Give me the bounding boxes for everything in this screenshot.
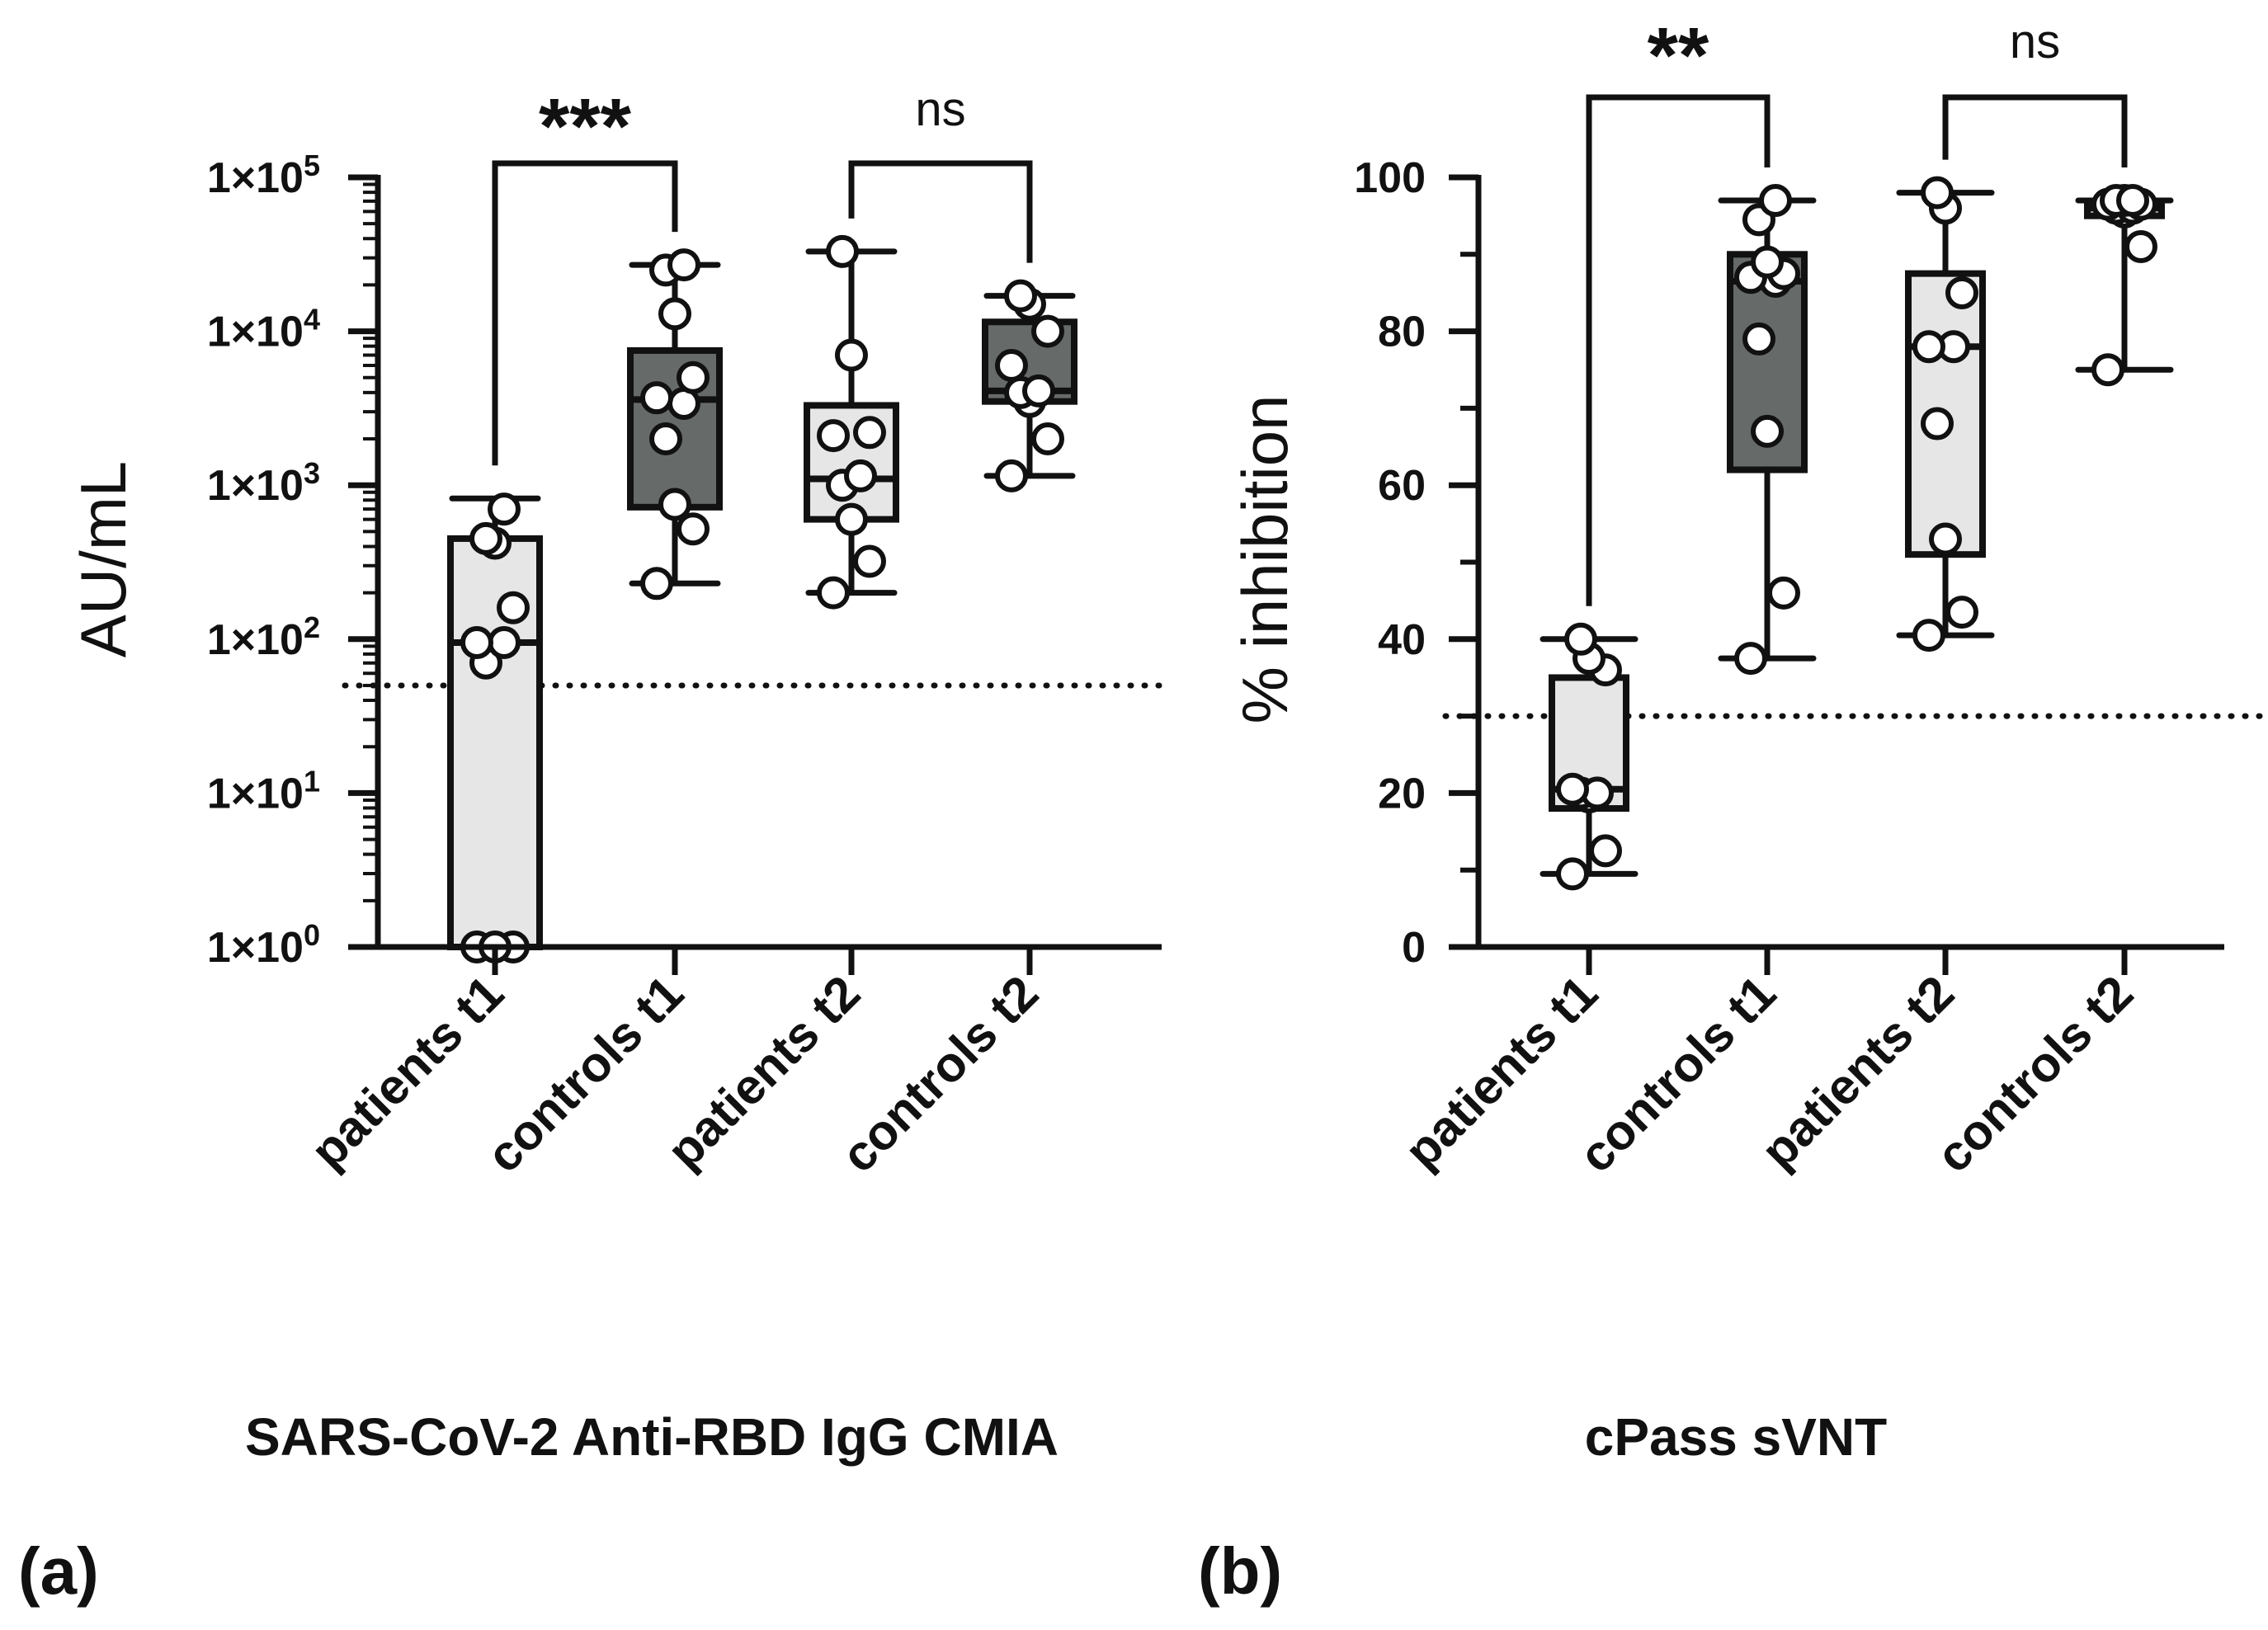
panel-b-y-tick-label: 40 [1378, 616, 1426, 664]
panel-a-data-point [469, 521, 502, 555]
panel-a: 1×100 1×101 1×102 1×103 1×104 1×105 patients … [18, 82, 1165, 1608]
panel-a-y-axis-label: AU/mL [67, 461, 139, 657]
panel-a-y-tick-label: 1×103 [207, 456, 320, 510]
panel-a-significance-bracket [848, 160, 1033, 263]
panel-b-data-point [1556, 772, 1589, 806]
panel-a-data-point [677, 512, 710, 546]
panel-b-data-point [2091, 353, 2124, 387]
panel-b-y-tick-label: 20 [1378, 770, 1426, 817]
panel-a-y-tick-label: 1×104 [207, 303, 320, 356]
panel-b-data-point [1589, 834, 1622, 868]
panel-a-data-point [658, 488, 691, 521]
panel-a-data-point [835, 502, 868, 536]
panel-a-y-tick-label: 1×100 [207, 918, 320, 972]
panel-b-data-point [1564, 622, 1597, 656]
panel-b-title: cPass sVNT [1585, 1407, 1887, 1467]
panel-a-data-point [640, 381, 673, 415]
panel-b-y-axis-label: % inhibition [1228, 395, 1301, 724]
panel-a-data-point [677, 360, 710, 394]
panel-b-data-point [1921, 176, 1954, 210]
panel-a-data-point [1031, 422, 1064, 456]
panel-a-significance-label: *** [539, 82, 632, 171]
panel-a-data-point [844, 459, 877, 492]
panel-a-data-point [658, 297, 691, 331]
panel-a-data-point [1031, 314, 1064, 348]
panel-b-y-tick-label: 80 [1378, 309, 1426, 356]
panel-b-y-axis: 0 20 40 60 80 100 [1354, 154, 2224, 972]
panel-a-data-point [853, 416, 886, 450]
panel-a-data-point [497, 591, 530, 624]
panel-a-y-tick-label: 1×102 [207, 610, 320, 664]
panel-b-data-point [1556, 857, 1589, 891]
panel-a-data-point [853, 544, 886, 578]
panel-b-data-point [2116, 183, 2149, 217]
panel-b-label: (b) [1198, 1534, 1282, 1608]
panel-a-y-axis: 1×100 1×101 1×102 1×103 1×104 1×105 [207, 148, 1162, 972]
panel-a-data-point [817, 419, 850, 453]
panel-a-label: (a) [18, 1534, 99, 1608]
panel-b-data-point [2124, 229, 2157, 263]
panel-a-y-tick-label: 1×105 [207, 148, 320, 202]
panel-b-significance-bracket [1586, 94, 1771, 606]
panel-a-data-point [667, 248, 700, 282]
panel-b-y-tick-label: 60 [1378, 462, 1426, 510]
panel-b-data-point [1767, 576, 1800, 610]
panel-b-x-tick-label: controls t2 [1926, 965, 2143, 1183]
panel-b-data-point [1751, 414, 1784, 448]
panel-a-data-point [488, 492, 521, 526]
panel-a-significance: *** ns [492, 82, 1033, 466]
panel-a-data-point [640, 567, 673, 601]
panel-b-data-point [1929, 522, 1962, 556]
panel-b-data-point [1945, 276, 1978, 309]
panel-a-boxes [447, 234, 1077, 963]
panel-b-data-point [1945, 596, 1978, 629]
panel-b-significance-label: ns [2010, 15, 2060, 68]
panel-b-data-point [1921, 407, 1954, 440]
panel-a-data-point [826, 234, 859, 268]
panel-b-y-tick-label: 100 [1354, 154, 1426, 202]
panel-b-significance: ** ns [1586, 12, 2128, 606]
panel-a-data-point [1004, 279, 1037, 313]
panel-a-y-tick-label: 1×101 [207, 764, 320, 817]
panel-b-data-point [1912, 619, 1945, 652]
panel-a-x-tick-label: controls t1 [476, 965, 694, 1183]
panel-b-data-point [1734, 642, 1767, 676]
panel-a-significance-label: ns [915, 82, 965, 136]
panel-b-boxes [1540, 176, 2174, 891]
panel-b-data-point [1742, 322, 1775, 356]
panel-a-data-point [995, 348, 1028, 382]
panel-b-data-point [1759, 183, 1792, 217]
panel-a-data-point [460, 625, 493, 659]
panel-a-data-point [1022, 374, 1055, 408]
panel-b-significance-bracket [1942, 94, 2128, 167]
panel-a-data-point [649, 422, 682, 456]
panel-b-y-tick-label: 0 [1402, 924, 1426, 972]
panel-a-title: SARS-CoV-2 Anti-RBD IgG CMIA [245, 1407, 1059, 1467]
panel-a-data-point [488, 625, 521, 659]
panel-a-data-point [817, 576, 850, 610]
panel-b-data-point [1751, 245, 1784, 279]
panel-a-data-point [995, 459, 1028, 492]
panel-a-significance-bracket [492, 160, 678, 466]
panel-b-significance-label: ** [1648, 12, 1709, 100]
panel-a-data-point [835, 338, 868, 372]
panel-b-data-point [1912, 330, 1945, 364]
